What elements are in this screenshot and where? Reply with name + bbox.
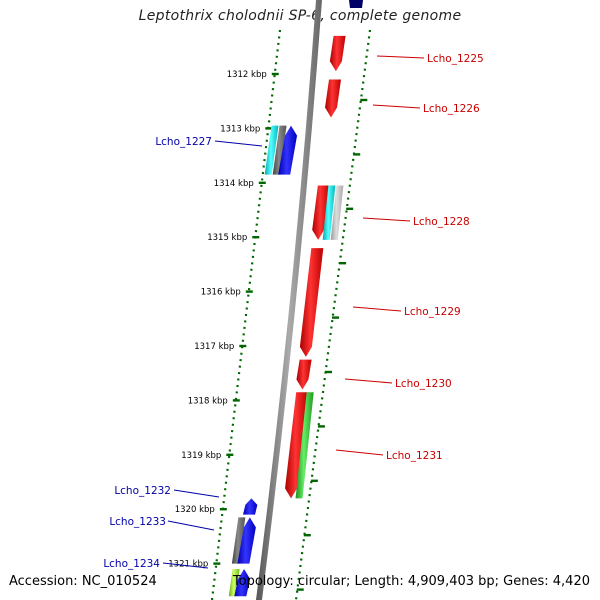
gene-feature-lightgray[interactable] bbox=[330, 185, 344, 240]
left-guide-line bbox=[210, 29, 282, 600]
gene-label[interactable]: Lcho_1232 bbox=[114, 485, 171, 497]
label-leader-line bbox=[362, 217, 411, 222]
gene-feature-red[interactable] bbox=[285, 392, 309, 499]
tick-label: 1320 kbp bbox=[175, 505, 215, 515]
gene-label[interactable]: Lcho_1234 bbox=[103, 558, 160, 570]
label-leader-line bbox=[162, 562, 209, 569]
gene-feature-green[interactable] bbox=[295, 392, 314, 499]
tick-label: 1315 kbp bbox=[207, 233, 247, 243]
label-leader-line bbox=[372, 104, 421, 109]
label-leader-line bbox=[352, 306, 402, 312]
label-leader-line bbox=[214, 140, 263, 147]
right-guide-line bbox=[294, 29, 372, 600]
tick-label: 1321 kbp bbox=[168, 560, 208, 570]
gene-feature-red[interactable] bbox=[325, 79, 342, 118]
accession-text: Accession: NC_010524 bbox=[9, 574, 157, 589]
tick-label: 1317 kbp bbox=[194, 342, 234, 352]
label-leader-line bbox=[344, 378, 393, 384]
gene-feature-blue[interactable] bbox=[234, 569, 251, 597]
gene-label[interactable]: Lcho_1233 bbox=[109, 516, 166, 528]
tick-label: 1318 kbp bbox=[188, 396, 228, 406]
gene-feature-red[interactable] bbox=[296, 359, 312, 390]
tick-label: 1319 kbp bbox=[181, 451, 221, 461]
gene-feature-gray[interactable] bbox=[272, 125, 287, 175]
gene-feature-blue[interactable] bbox=[243, 498, 258, 515]
tick-marks: 1312 kbp 1313 kbp 1314 kbp 1315 kbp 1316 kbp… bbox=[168, 29, 372, 600]
gene-feature-red[interactable] bbox=[312, 185, 330, 240]
gene-feature-blue[interactable] bbox=[237, 517, 256, 564]
gene-label[interactable]: Lcho_1229 bbox=[404, 306, 461, 318]
map-title: Leptothrix cholodnii SP-6, complete geno… bbox=[138, 8, 462, 24]
gene-feature-cyan[interactable] bbox=[264, 125, 279, 175]
genome-backbone bbox=[256, 0, 322, 600]
tick-label: 1314 kbp bbox=[214, 179, 254, 189]
label-leader-line bbox=[173, 489, 220, 498]
tick-label: 1312 kbp bbox=[227, 70, 267, 80]
gene-feature-lime[interactable] bbox=[228, 569, 240, 597]
gene-feature-red[interactable] bbox=[299, 248, 324, 357]
gene-features[interactable] bbox=[228, 0, 363, 597]
gene-feature-gray[interactable] bbox=[231, 517, 246, 564]
gene-label[interactable]: Lcho_1230 bbox=[395, 378, 452, 390]
label-leader-line bbox=[376, 55, 425, 59]
tick-label: 1313 kbp bbox=[220, 124, 260, 134]
gene-label[interactable]: Lcho_1228 bbox=[413, 216, 470, 228]
tick-label: 1316 kbp bbox=[201, 288, 241, 298]
label-leader-line bbox=[167, 520, 215, 531]
map-footer: Accession: NC_010524 Topology: circular;… bbox=[0, 573, 600, 593]
gene-feature-red[interactable] bbox=[329, 35, 346, 72]
gene-label[interactable]: Lcho_1231 bbox=[386, 450, 443, 462]
gene-feature-blue[interactable] bbox=[349, 0, 363, 8]
gene-feature-cyan[interactable] bbox=[322, 185, 336, 240]
label-leader-line bbox=[335, 449, 384, 456]
gene-feature-blue[interactable] bbox=[278, 125, 298, 175]
gene-label[interactable]: Lcho_1226 bbox=[423, 103, 480, 115]
genome-stats-text: Topology: circular; Length: 4,909,403 bp… bbox=[232, 574, 590, 589]
gene-labels[interactable]: Lcho_1225 Lcho_1226 Lcho_1227 Lcho_1228 Lcho… bbox=[103, 53, 483, 570]
gene-label[interactable]: Lcho_1227 bbox=[155, 136, 212, 148]
gene-label[interactable]: Lcho_1225 bbox=[427, 53, 484, 65]
backbone-bar bbox=[256, 0, 322, 600]
